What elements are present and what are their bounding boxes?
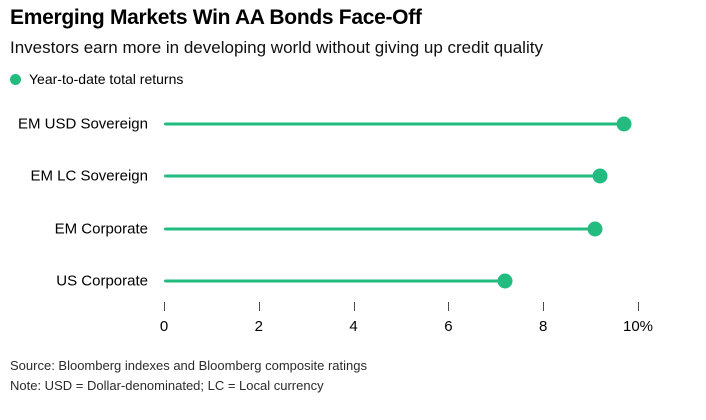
axis-tick [164,302,165,311]
legend-dot-icon [10,73,21,85]
axis-tick-label: 8 [539,318,548,335]
chart-legend: Year-to-date total returns [10,71,183,87]
lollipop-dot [497,273,513,289]
legend-label: Year-to-date total returns [29,71,184,87]
category-label: US Corporate [56,272,148,290]
source-line: Source: Bloomberg indexes and Bloomberg … [10,358,367,373]
lollipop-stem [164,279,506,283]
axis-tick-label: 0 [159,318,169,335]
axis-tick [353,302,355,311]
axis-tick [258,302,260,311]
axis-tick-label: 2 [254,318,263,335]
axis-tick-label: 6 [444,318,453,335]
lollipop-dot [616,116,632,132]
chart-subtitle: Investors earn more in developing world … [10,38,543,57]
lollipop-stem [164,174,601,178]
lollipop-stem [164,122,624,126]
note-line: Note: USD = Dollar-denominated; LC = Loc… [10,378,324,393]
axis-tick-label: 4 [349,318,358,335]
lollipop-dot [587,221,603,237]
axis-tick [448,302,450,311]
chart-title: Emerging Markets Win AA Bonds Face-Off [10,6,422,29]
lollipop-dot [592,168,608,184]
axis-tick [543,302,545,311]
axis-tick-label: 10% [622,318,654,335]
axis-tick [638,302,639,311]
category-label: EM Corporate [54,220,148,238]
lollipop-stem [164,227,596,231]
category-label: EM LC Sovereign [30,167,148,185]
source-note-block: Source: Bloomberg indexes and Bloomberg … [10,356,367,396]
category-label: EM USD Sovereign [17,115,148,133]
